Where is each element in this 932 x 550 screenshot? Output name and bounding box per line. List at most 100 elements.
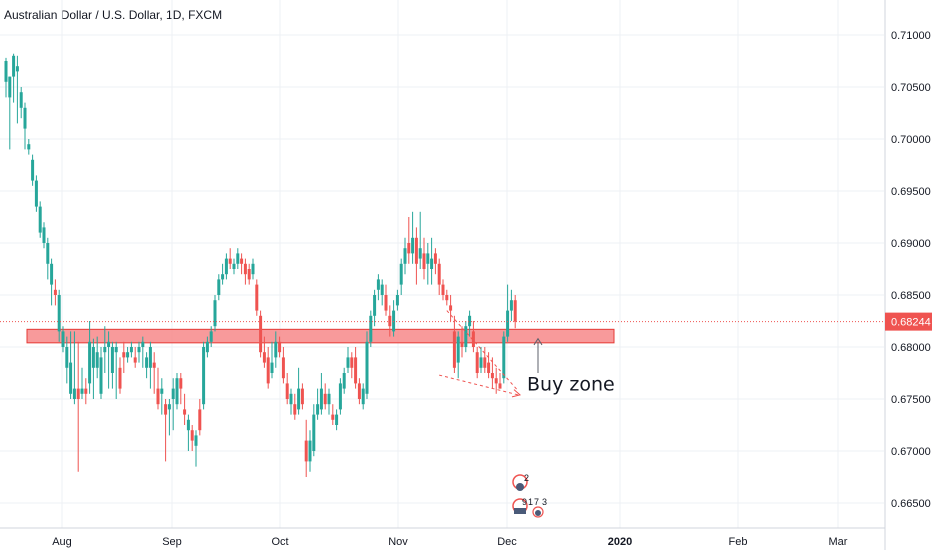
candle bbox=[365, 331, 369, 399]
candle-body bbox=[118, 367, 122, 389]
candle bbox=[91, 338, 95, 399]
y-tick-label: 0.68000 bbox=[891, 342, 931, 354]
candle-body bbox=[494, 378, 498, 384]
chart-title: Australian Dollar / U.S. Dollar, 1D, FXC… bbox=[4, 8, 223, 22]
candle-body bbox=[308, 440, 312, 462]
candle bbox=[430, 237, 434, 285]
candle bbox=[433, 248, 437, 275]
candle-body bbox=[422, 253, 426, 269]
candle-body bbox=[34, 180, 38, 207]
candle-body bbox=[84, 388, 88, 394]
zone-layer bbox=[26, 328, 615, 344]
candle-body bbox=[506, 310, 510, 337]
candle-body bbox=[114, 347, 118, 353]
candle bbox=[209, 326, 213, 347]
candle-body bbox=[141, 341, 145, 347]
candle bbox=[327, 388, 331, 415]
y-tick-label: 0.70000 bbox=[891, 134, 931, 146]
candle-body bbox=[179, 378, 183, 389]
candle bbox=[137, 341, 141, 363]
candle-body bbox=[145, 357, 149, 368]
candle bbox=[107, 331, 111, 389]
candle-body bbox=[376, 279, 380, 290]
candle-body bbox=[365, 341, 369, 394]
candle bbox=[449, 295, 453, 321]
candle bbox=[175, 373, 179, 410]
candle-body bbox=[452, 331, 456, 368]
candle bbox=[114, 341, 118, 399]
candle-body bbox=[304, 440, 308, 462]
candle bbox=[285, 373, 289, 405]
candle-body bbox=[403, 248, 407, 264]
candle-body bbox=[137, 347, 141, 353]
candle bbox=[156, 367, 160, 410]
candle-body bbox=[342, 373, 346, 389]
candle bbox=[88, 321, 92, 394]
candle bbox=[354, 347, 358, 389]
candle-body bbox=[205, 341, 209, 353]
candle-body bbox=[171, 388, 175, 399]
candle-body bbox=[110, 347, 114, 373]
candle bbox=[468, 310, 472, 337]
candle-body bbox=[183, 409, 187, 415]
candle-body bbox=[319, 388, 323, 410]
candle-body bbox=[445, 295, 449, 301]
candle-body bbox=[217, 279, 221, 295]
candle-body bbox=[395, 295, 399, 306]
candle-body bbox=[380, 284, 384, 295]
candle bbox=[103, 326, 107, 373]
candle bbox=[228, 248, 232, 269]
candle bbox=[471, 321, 475, 353]
x-tick-label: Mar bbox=[829, 536, 848, 548]
candle-body bbox=[69, 362, 73, 394]
candle bbox=[69, 331, 73, 399]
candle-body bbox=[15, 66, 19, 72]
candle bbox=[441, 279, 445, 301]
candle-body bbox=[456, 336, 460, 363]
candle bbox=[479, 347, 483, 373]
candle bbox=[122, 341, 126, 373]
candle-body bbox=[186, 419, 190, 431]
candle-body bbox=[160, 388, 164, 394]
candle bbox=[213, 295, 217, 332]
candle-body bbox=[175, 378, 179, 405]
candle bbox=[392, 300, 396, 337]
candle bbox=[316, 388, 320, 420]
candle-body bbox=[19, 92, 23, 108]
candle-body bbox=[323, 393, 327, 405]
candle bbox=[183, 393, 187, 425]
candle bbox=[27, 139, 31, 155]
candle bbox=[289, 388, 293, 415]
candle bbox=[342, 367, 346, 394]
candle bbox=[255, 279, 259, 316]
candle-body bbox=[190, 430, 194, 441]
candle bbox=[357, 378, 361, 405]
candle-body bbox=[274, 341, 278, 358]
candle bbox=[110, 341, 114, 389]
candle bbox=[319, 373, 323, 415]
candle-body bbox=[23, 107, 27, 129]
candle bbox=[80, 367, 84, 399]
candle-body bbox=[88, 341, 92, 384]
candle bbox=[380, 279, 384, 306]
candle-body bbox=[441, 284, 445, 295]
candle-body bbox=[418, 248, 422, 259]
candle-body bbox=[76, 388, 80, 399]
candle-body bbox=[4, 61, 8, 82]
candle-body bbox=[331, 414, 335, 420]
candle bbox=[483, 347, 487, 373]
candle-body bbox=[251, 263, 255, 275]
candle bbox=[164, 399, 168, 462]
candle bbox=[126, 347, 130, 363]
candle-body bbox=[61, 331, 65, 347]
candle bbox=[84, 378, 88, 405]
candle bbox=[38, 201, 42, 238]
candle bbox=[376, 274, 380, 301]
candle bbox=[281, 347, 285, 384]
candle-body bbox=[449, 305, 453, 311]
candle-body bbox=[509, 300, 513, 311]
candle-body bbox=[281, 357, 285, 379]
buy-arrow-head bbox=[533, 337, 543, 346]
candle bbox=[403, 237, 407, 275]
